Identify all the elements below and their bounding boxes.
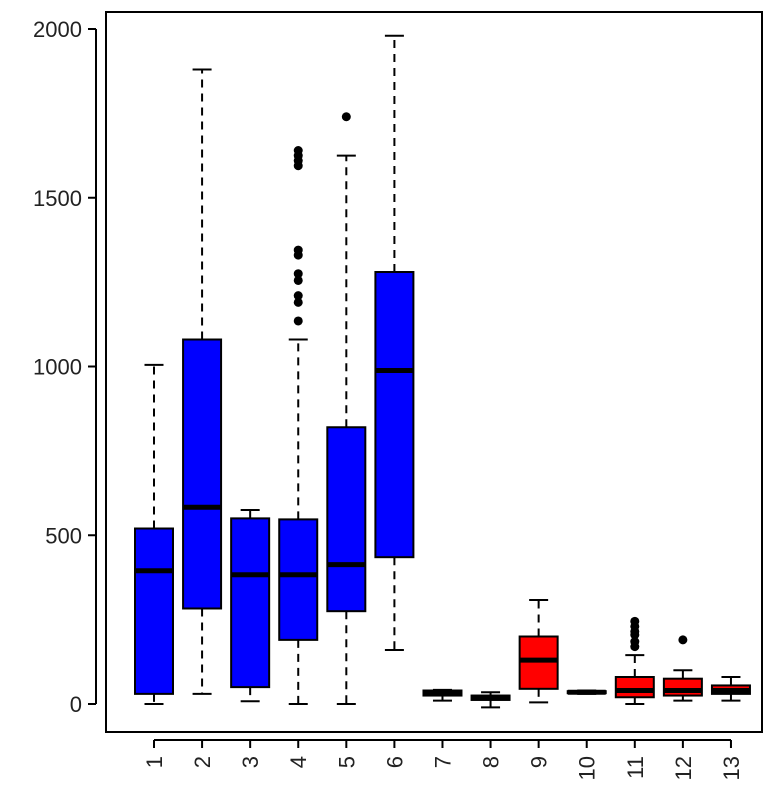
y-tick-label: 500 <box>45 523 82 548</box>
iqr-box <box>614 676 655 699</box>
y-axis-ticks: 0 500 1000 1500 2000 <box>33 17 96 717</box>
box-4 <box>278 146 319 705</box>
x-tick-label: 10 <box>575 756 600 780</box>
x-tick-label: 6 <box>382 756 407 768</box>
x-tick-label: 12 <box>671 756 696 780</box>
box-8 <box>470 691 511 709</box>
box-7 <box>422 688 463 702</box>
outlier-point <box>630 616 640 626</box>
x-tick-label: 9 <box>527 756 552 768</box>
outlier-point <box>293 245 303 255</box>
outlier-point <box>630 637 640 647</box>
box-11 <box>614 616 655 705</box>
iqr-box <box>134 527 174 695</box>
outlier-point <box>293 146 303 155</box>
x-tick-label: 8 <box>479 756 504 768</box>
x-tick-label: 2 <box>190 756 215 768</box>
box-10 <box>566 689 607 695</box>
outlier-point <box>293 297 303 307</box>
iqr-box <box>278 518 319 641</box>
box-3 <box>230 508 271 703</box>
outlier-point <box>293 291 303 301</box>
iqr-box <box>326 426 367 613</box>
plot-frame <box>105 11 763 733</box>
y-tick-label: 2000 <box>33 17 82 42</box>
outlier-point <box>678 635 688 645</box>
x-axis-ticks: 1 2 3 4 5 6 7 8 9 10 11 12 13 <box>142 740 744 780</box>
outlier-point <box>293 275 303 285</box>
box-2 <box>182 68 223 695</box>
x-tick-label: 4 <box>286 756 311 768</box>
x-tick-label: 11 <box>623 756 648 779</box>
iqr-box <box>374 271 415 559</box>
x-tick-label: 3 <box>238 756 263 768</box>
x-tick-label: 5 <box>334 756 359 768</box>
box-1 <box>134 363 174 705</box>
x-tick-label: 1 <box>142 756 167 768</box>
y-tick-label: 0 <box>70 692 82 717</box>
outlier-point <box>293 316 303 326</box>
x-tick-label: 7 <box>430 756 455 768</box>
box-12 <box>662 635 703 702</box>
iqr-box <box>230 517 271 689</box>
x-tick-label: 13 <box>719 756 744 780</box>
box-13 <box>710 676 751 702</box>
outlier-point <box>293 269 303 279</box>
iqr-box <box>518 635 559 690</box>
iqr-box <box>182 338 223 610</box>
y-tick-label: 1000 <box>33 355 82 380</box>
boxes-layer <box>134 34 751 709</box>
box-9 <box>518 599 559 704</box>
box-5 <box>326 112 367 705</box>
box-6 <box>374 34 415 651</box>
y-tick-label: 1500 <box>33 186 82 211</box>
outlier-point <box>341 112 351 122</box>
iqr-box <box>662 677 703 697</box>
